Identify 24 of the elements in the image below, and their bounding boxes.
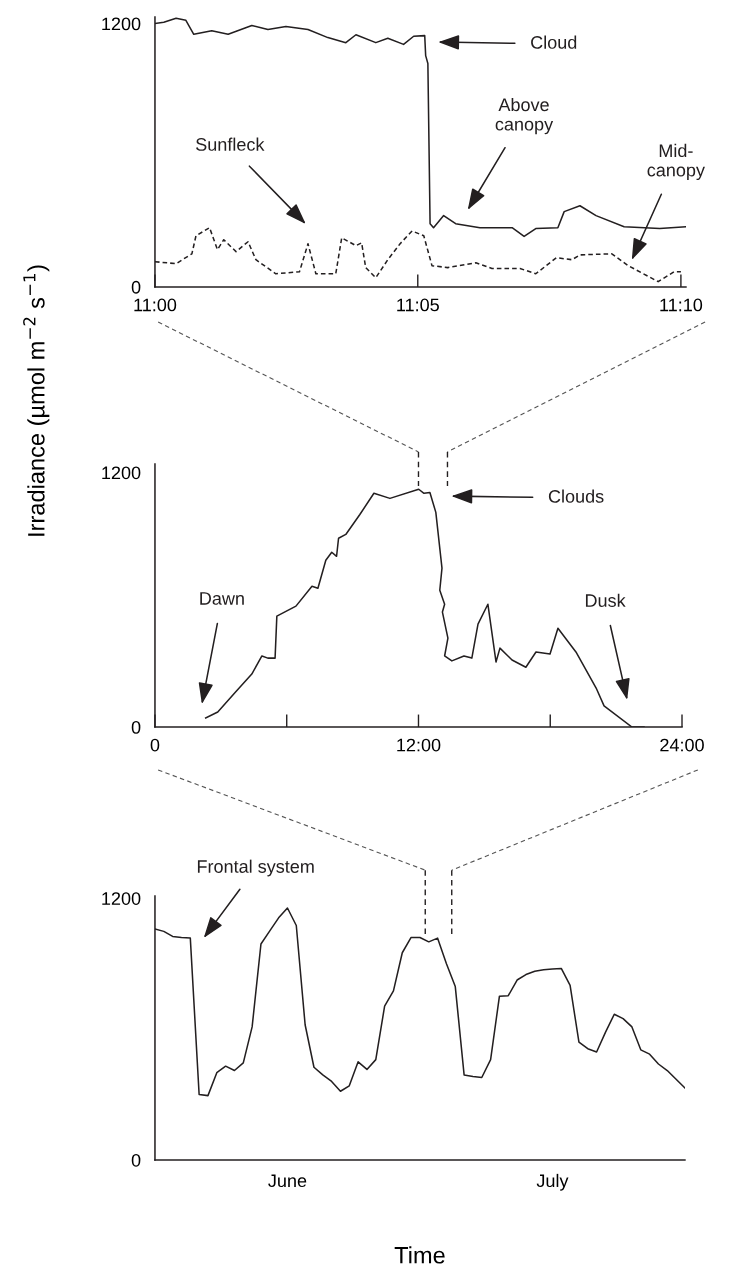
y-tick-label: 0 [131, 720, 141, 734]
x-tick-label: 0 [150, 738, 160, 752]
y-tick-label: 0 [131, 1153, 141, 1167]
y-tick-label: 1200 [102, 466, 141, 480]
y-tick-label: 0 [131, 280, 141, 294]
y-axis-title: Irradiance (µmol m$^{−2}$ s$^{−1}$) [23, 265, 50, 536]
annotation: Above canopy [495, 97, 554, 135]
x-tick-label: 24:00 [660, 738, 704, 752]
x-tick-label: June [268, 1174, 307, 1188]
x-tick-label: 11:00 [134, 298, 177, 312]
x-tick-label: 11:10 [660, 298, 703, 312]
annotation: Cloud [531, 35, 577, 49]
annotation: Mid- canopy [647, 143, 705, 181]
y-tick-label: 1200 [102, 17, 141, 31]
annotation: Dawn [200, 592, 244, 605]
y-tick-label: 1200 [102, 892, 141, 905]
x-tick-label: 12:00 [397, 738, 441, 752]
x-tick-label: July [536, 1173, 569, 1191]
annotation: Sunfleck [196, 137, 265, 151]
annotation: Dusk [585, 593, 626, 607]
x-tick-label: 11:05 [397, 298, 439, 312]
annotation: Clouds [548, 489, 604, 503]
x-axis-title: Time [394, 1246, 445, 1264]
text: Frontal system [197, 859, 314, 877]
